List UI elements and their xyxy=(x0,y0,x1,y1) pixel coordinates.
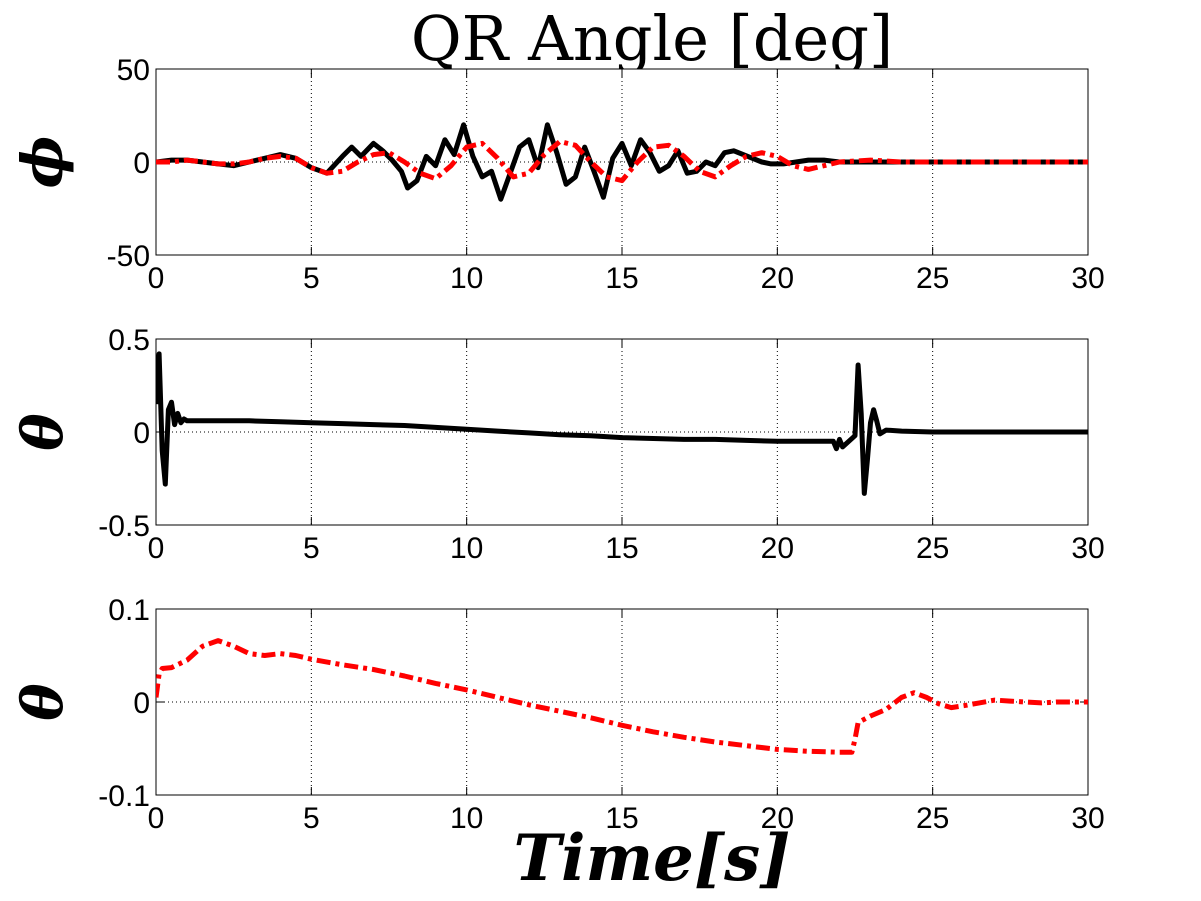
x-tick-label: 20 xyxy=(761,262,794,295)
x-tick-label: 20 xyxy=(761,802,794,835)
x-tick-label: 30 xyxy=(1071,532,1104,565)
y-tick-label: -0.5 xyxy=(98,510,150,543)
y-tick-label: 0.1 xyxy=(108,594,150,627)
x-tick-label: 10 xyxy=(450,802,483,835)
y-tick-label: 0 xyxy=(133,147,150,180)
subplot-2: 0 5 10 15 20 25 30-0.500.5θ xyxy=(10,324,1105,565)
x-tick-label: 15 xyxy=(605,262,638,295)
y-axis-label: θ xyxy=(10,683,76,721)
x-tick-label: 0 xyxy=(148,262,165,295)
y-tick-label: -0.1 xyxy=(98,780,150,813)
x-axis-label: Time[s] xyxy=(514,821,791,896)
y-tick-label: 50 xyxy=(117,54,150,87)
x-tick-label: 0 xyxy=(148,802,165,835)
subplot-3: 0 5 10 15 20 25 30-0.100.1θ xyxy=(10,594,1105,835)
x-tick-label: 5 xyxy=(303,532,320,565)
x-tick-label: 0 xyxy=(148,532,165,565)
x-tick-label: 25 xyxy=(916,532,949,565)
x-tick-label: 10 xyxy=(450,262,483,295)
x-tick-label: 10 xyxy=(450,532,483,565)
figure-title: QR Angle [deg] xyxy=(411,2,893,75)
y-tick-label: 0 xyxy=(133,687,150,720)
x-tick-label: 25 xyxy=(916,802,949,835)
x-tick-label: 15 xyxy=(605,532,638,565)
y-tick-label: -50 xyxy=(107,240,150,273)
x-tick-label: 15 xyxy=(605,802,638,835)
y-axis-label: ϕ xyxy=(10,136,76,189)
x-tick-label: 20 xyxy=(761,532,794,565)
series-line-1 xyxy=(156,351,1088,496)
x-tick-label: 30 xyxy=(1071,262,1104,295)
y-tick-label: 0 xyxy=(133,417,150,450)
y-tick-label: 0.5 xyxy=(108,324,150,357)
x-tick-label: 30 xyxy=(1071,802,1104,835)
series-line-1 xyxy=(156,638,1088,755)
x-tick-label: 5 xyxy=(303,262,320,295)
y-axis-label: θ xyxy=(10,413,76,451)
x-tick-label: 5 xyxy=(303,802,320,835)
x-tick-label: 25 xyxy=(916,262,949,295)
